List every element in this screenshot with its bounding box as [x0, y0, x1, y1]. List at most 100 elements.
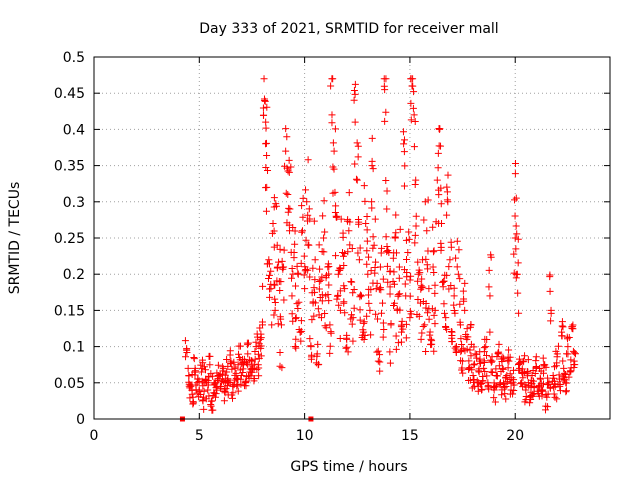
- data-point: [396, 225, 404, 233]
- data-point: [223, 356, 231, 364]
- data-point: [411, 239, 419, 247]
- data-point: [348, 311, 356, 319]
- data-point: [456, 275, 464, 283]
- data-point: [282, 147, 290, 155]
- data-point: [251, 355, 259, 363]
- data-point: [357, 292, 365, 300]
- data-point: [283, 133, 291, 141]
- data-point: [367, 267, 375, 275]
- data-point: [206, 361, 214, 369]
- data-point: [292, 315, 300, 323]
- data-point: [448, 334, 456, 342]
- data-point: [540, 361, 548, 369]
- data-point: [483, 372, 491, 380]
- data-point: [280, 296, 288, 304]
- data-point: [314, 340, 322, 348]
- data-point: [334, 291, 342, 299]
- data-point: [402, 334, 410, 342]
- data-point: [365, 299, 373, 307]
- data-point: [564, 335, 572, 343]
- data-point: [520, 357, 528, 365]
- data-point: [510, 381, 518, 389]
- data-point: [539, 369, 547, 377]
- data-point: [376, 263, 384, 271]
- data-point: [510, 376, 518, 384]
- data-point: [292, 314, 300, 322]
- data-point: [382, 108, 390, 116]
- data-point: [488, 368, 496, 376]
- data-point: [376, 367, 384, 375]
- data-point: [431, 320, 439, 328]
- data-point: [350, 304, 358, 312]
- data-point: [483, 352, 491, 360]
- data-point: [311, 276, 319, 284]
- x-tick-label: 5: [195, 428, 204, 444]
- data-point: [300, 271, 308, 279]
- data-point: [487, 358, 495, 366]
- data-point: [235, 342, 243, 350]
- data-point: [301, 285, 309, 293]
- data-point: [373, 279, 381, 287]
- data-point: [500, 379, 508, 387]
- data-point: [429, 223, 437, 231]
- data-point: [339, 229, 347, 237]
- data-point: [406, 292, 414, 300]
- data-point: [539, 354, 547, 362]
- data-point: [321, 310, 329, 318]
- data-point: [456, 300, 464, 308]
- data-point: [450, 301, 458, 309]
- data-point: [328, 119, 336, 127]
- data-point: [437, 200, 445, 208]
- data-point: [259, 104, 267, 112]
- data-point: [244, 339, 252, 347]
- data-point: [563, 350, 571, 358]
- data-point: [287, 163, 295, 171]
- data-point: [370, 241, 378, 249]
- data-point: [226, 359, 234, 367]
- data-point: [278, 263, 286, 271]
- data-point: [219, 367, 227, 375]
- data-point: [266, 293, 274, 301]
- data-point: [330, 147, 338, 155]
- data-point: [282, 189, 290, 197]
- data-point: [564, 343, 572, 351]
- data-point: [201, 366, 209, 374]
- data-point: [371, 269, 379, 277]
- data-point: [234, 387, 242, 395]
- data-point: [459, 369, 467, 377]
- data-point: [467, 352, 475, 360]
- data-point: [293, 262, 301, 270]
- data-point: [334, 270, 342, 278]
- data-point: [412, 222, 420, 230]
- data-point: [521, 352, 529, 360]
- data-point: [553, 395, 561, 403]
- data-point: [386, 283, 394, 291]
- data-point: [302, 265, 310, 273]
- data-point: [363, 312, 371, 320]
- data-point: [341, 309, 349, 317]
- data-point: [398, 317, 406, 325]
- data-point: [298, 228, 306, 236]
- data-point: [271, 306, 279, 314]
- data-point: [259, 111, 267, 119]
- data-point: [363, 237, 371, 245]
- data-point: [299, 213, 307, 221]
- data-point: [386, 267, 394, 275]
- data-point: [442, 314, 450, 322]
- y-tick-label: 0: [76, 412, 85, 428]
- data-point: [504, 364, 512, 372]
- data-point: [364, 270, 372, 278]
- data-point: [445, 285, 453, 293]
- data-point: [386, 359, 394, 367]
- data-point: [514, 259, 522, 267]
- data-point: [274, 320, 282, 328]
- data-point: [486, 328, 494, 336]
- data-point: [347, 277, 355, 285]
- data-point: [309, 264, 317, 272]
- data-point: [265, 275, 273, 283]
- data-point: [386, 348, 394, 356]
- data-point: [354, 153, 362, 161]
- data-point: [567, 356, 575, 364]
- data-point: [499, 365, 507, 373]
- data-point: [513, 270, 521, 278]
